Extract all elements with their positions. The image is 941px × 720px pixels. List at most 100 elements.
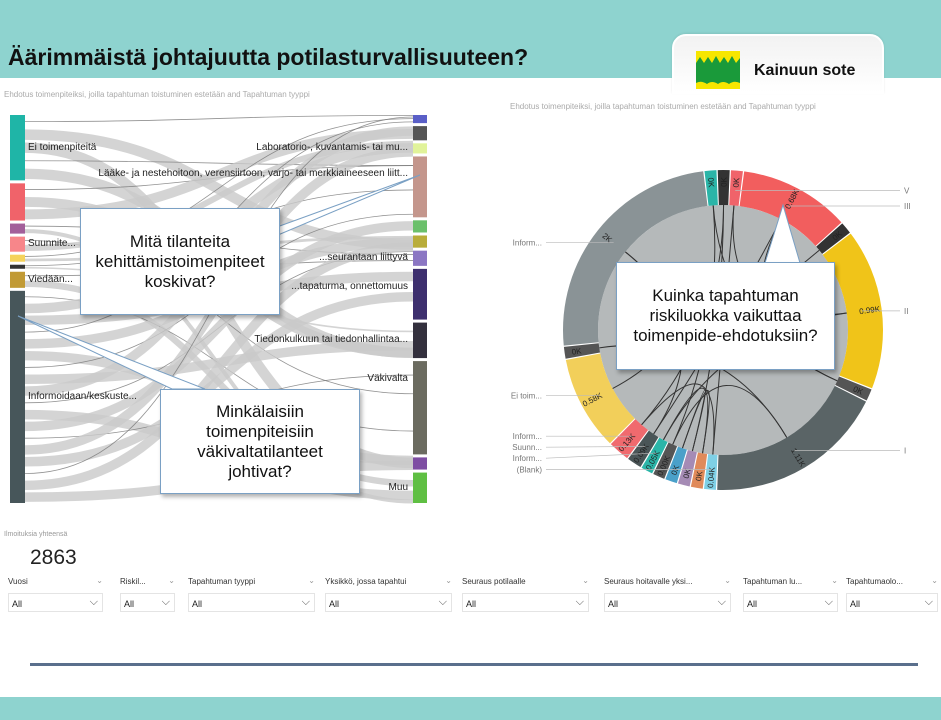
chord-arc[interactable] — [739, 171, 842, 246]
slicer-value: All — [608, 599, 619, 609]
divider — [30, 663, 918, 666]
sankey-node-left[interactable] — [10, 183, 25, 221]
sankey-node-right[interactable] — [413, 322, 427, 359]
slicer-4: Seuraus potilaalle ⌄ All ⌵ — [462, 575, 589, 615]
chord-ribbon[interactable] — [641, 383, 715, 455]
chevron-down-icon[interactable]: ⌄ — [445, 576, 452, 585]
sankey-node-left[interactable] — [10, 290, 25, 503]
sankey-node-right[interactable] — [413, 250, 427, 266]
chevron-down-icon: ⌵ — [924, 596, 933, 608]
chevron-down-icon[interactable]: ⌄ — [168, 576, 175, 585]
callout-box-risk-class: Kuinka tapahtuman riskiluokka vaikuttaa … — [616, 262, 835, 370]
chevron-down-icon: ⌵ — [301, 596, 310, 608]
sankey-link[interactable] — [24, 221, 414, 432]
sankey-node-right[interactable] — [413, 156, 427, 218]
sankey-right-label: ...tapaturma, onnettomuus — [291, 280, 408, 292]
sankey-node-right[interactable] — [413, 126, 427, 141]
chord-arc[interactable] — [703, 454, 718, 490]
callout-pointers — [17, 174, 801, 390]
sankey-node-left[interactable] — [10, 271, 25, 288]
chord-arc[interactable] — [677, 449, 697, 487]
chord-arc[interactable] — [641, 437, 668, 474]
slicer-0: Vuosi ⌄ All ⌵ — [8, 575, 103, 615]
slicer-dropdown[interactable]: All ⌵ — [8, 593, 103, 612]
footer-band — [0, 697, 941, 720]
slicer-dropdown[interactable]: All ⌵ — [120, 593, 175, 612]
chevron-down-icon[interactable]: ⌄ — [96, 576, 103, 585]
sankey-node-right[interactable] — [413, 361, 427, 455]
chevron-down-icon: ⌵ — [824, 596, 833, 608]
chevron-down-icon[interactable]: ⌄ — [582, 576, 589, 585]
slicer-7: Tapahtumaolo... ⌄ All ⌵ — [846, 575, 938, 615]
chevron-down-icon[interactable]: ⌄ — [831, 576, 838, 585]
slicer-dropdown[interactable]: All ⌵ — [188, 593, 315, 612]
sankey-node-left[interactable] — [10, 223, 25, 234]
slicer-dropdown[interactable]: All ⌵ — [325, 593, 452, 612]
chord-arc[interactable] — [563, 171, 708, 346]
chevron-down-icon[interactable]: ⌄ — [724, 576, 731, 585]
chord-arc[interactable] — [704, 170, 718, 206]
chord-arc[interactable] — [717, 385, 867, 490]
chord-arc[interactable] — [563, 343, 601, 359]
chevron-down-icon: ⌵ — [161, 596, 170, 608]
sankey-node-right[interactable] — [413, 472, 427, 503]
chord-arc[interactable] — [816, 223, 850, 254]
chord-leader-line — [545, 446, 646, 448]
page-title: Äärimmäistä johtajuutta potilasturvallis… — [8, 44, 529, 70]
chord-category-label: (Blank) — [517, 466, 543, 475]
chevron-down-icon[interactable]: ⌄ — [931, 576, 938, 585]
chord-category-label: Ei toim... — [511, 392, 542, 401]
sankey-left-label: Viedään... — [28, 273, 73, 285]
slicer-label: Vuosi — [8, 577, 28, 586]
chord-leader-line — [545, 452, 657, 459]
chord-category-label: III — [904, 202, 911, 211]
chord-arc[interactable] — [628, 430, 659, 468]
chevron-down-icon: ⌵ — [717, 596, 726, 608]
slicer-dropdown[interactable]: All ⌵ — [846, 593, 938, 612]
sankey-node-left[interactable] — [10, 254, 25, 262]
chord-arc[interactable] — [565, 353, 635, 444]
chevron-down-icon: ⌵ — [438, 596, 447, 608]
chevron-down-icon[interactable]: ⌄ — [308, 576, 315, 585]
slicer-dropdown[interactable]: All ⌵ — [743, 593, 838, 612]
chord-arc[interactable] — [729, 170, 743, 206]
sankey-right-label: ...seurantaan liittyvä — [319, 252, 408, 264]
slicer-value: All — [192, 599, 203, 609]
slicer-value: All — [466, 599, 477, 609]
slicer-dropdown[interactable]: All ⌵ — [604, 593, 731, 612]
sankey-link[interactable] — [24, 115, 414, 122]
sankey-node-left[interactable] — [10, 264, 25, 269]
chord-category-label: Inform... — [513, 239, 542, 248]
sankey-node-right[interactable] — [413, 235, 427, 248]
sankey-node-right[interactable] — [413, 457, 427, 470]
sankey-node-right[interactable] — [413, 115, 427, 124]
slicer-value: All — [329, 599, 340, 609]
slicer-dropdown[interactable]: All ⌵ — [462, 593, 589, 612]
sankey-node-right[interactable] — [413, 268, 427, 320]
sankey-link[interactable] — [24, 242, 414, 491]
slicer-label: Tapahtuman lu... — [743, 577, 803, 586]
sankey-node-left[interactable] — [10, 236, 25, 252]
chord-arc[interactable] — [690, 452, 708, 489]
chord-arc[interactable] — [610, 419, 649, 459]
chord-arc[interactable] — [717, 170, 730, 206]
slicer-label: Tapahtuman tyyppi — [188, 577, 256, 586]
chord-ribbon[interactable] — [681, 389, 707, 452]
sankey-left-label: Ei toimenpiteitä — [28, 141, 97, 153]
sankey-left-label: Informoidaan/keskuste... — [28, 390, 137, 402]
sankey-node-right[interactable] — [413, 220, 427, 233]
chord-category-label: Suunn... — [512, 443, 542, 452]
slicer-label: Seuraus hoitavalle yksi... — [604, 577, 693, 586]
chord-arc[interactable] — [835, 376, 872, 401]
chord-category-label: Inform... — [513, 432, 542, 441]
sankey-link[interactable] — [24, 292, 414, 467]
sankey-node-left[interactable] — [10, 115, 25, 181]
slicer-value: All — [850, 599, 861, 609]
chord-arc[interactable] — [822, 233, 883, 389]
sankey-right-label: Tiedonkulkuun tai tiedonhallintaa... — [254, 334, 408, 346]
chord-data-label: 0K — [720, 176, 729, 186]
chord-arc[interactable] — [665, 446, 687, 484]
chord-data-label: 0.04K — [706, 466, 717, 488]
chevron-down-icon: ⌵ — [89, 596, 98, 608]
sankey-node-right[interactable] — [413, 143, 427, 154]
